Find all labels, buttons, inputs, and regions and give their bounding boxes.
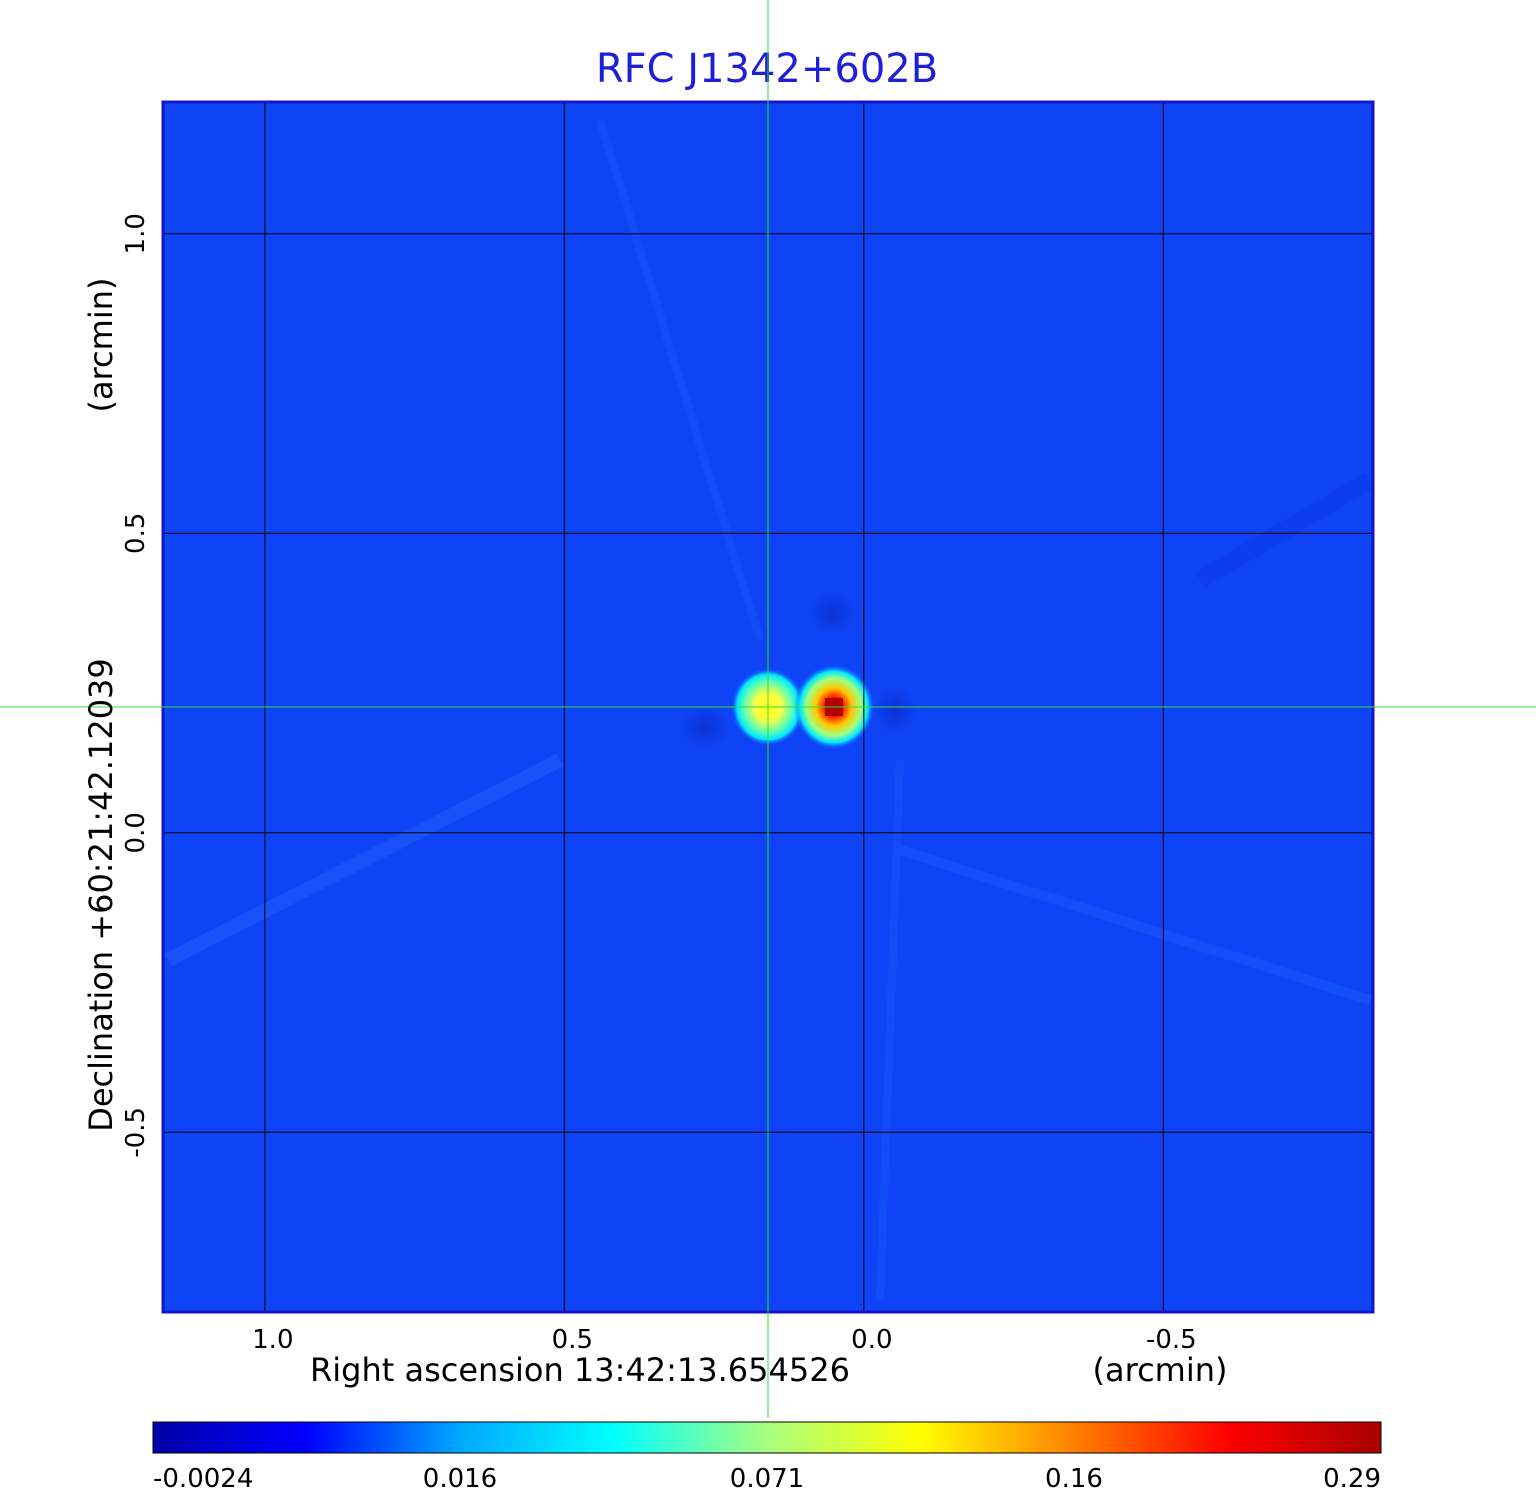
y-tick-label: 1.0 [121,213,151,254]
colorbar-label: 0.016 [423,1464,497,1494]
x-tick-label: 0.0 [851,1325,892,1355]
colorbar-label: 0.071 [730,1464,804,1494]
colorbar-label: 0.29 [1323,1464,1381,1494]
colorbar-label: -0.0024 [153,1464,253,1494]
x-tick-labels: 1.0 0.5 0.0 -0.5 [252,1325,1197,1355]
x-axis-unit: (arcmin) [1093,1351,1228,1389]
colorbar [152,1421,1382,1454]
colorbar-label: 0.16 [1045,1464,1103,1494]
x-axis-label: Right ascension 13:42:13.654526 [310,1351,850,1389]
negative-spot [679,705,731,749]
x-tick-label: 1.0 [252,1325,293,1355]
colorbar-labels: -0.0024 0.016 0.071 0.16 0.29 [153,1464,1381,1494]
y-tick-label: 0.0 [121,812,151,853]
x-tick-label: 0.5 [552,1325,593,1355]
x-tick-label: -0.5 [1146,1325,1197,1355]
crosshair [0,0,1536,1418]
y-tick-label: 0.5 [121,513,151,554]
negative-spot [808,591,856,635]
y-tick-labels: 1.0 0.5 0.0 -0.5 [121,213,151,1158]
y-axis-unit: (arcmin) [82,278,120,413]
y-tick-label: -0.5 [121,1107,151,1158]
chart-title: RFC J1342+602B [596,46,938,92]
negative-spot [873,684,917,736]
y-axis-label: Declination +60:21:42.12039 [82,658,120,1132]
image-texture [164,118,1375,1301]
